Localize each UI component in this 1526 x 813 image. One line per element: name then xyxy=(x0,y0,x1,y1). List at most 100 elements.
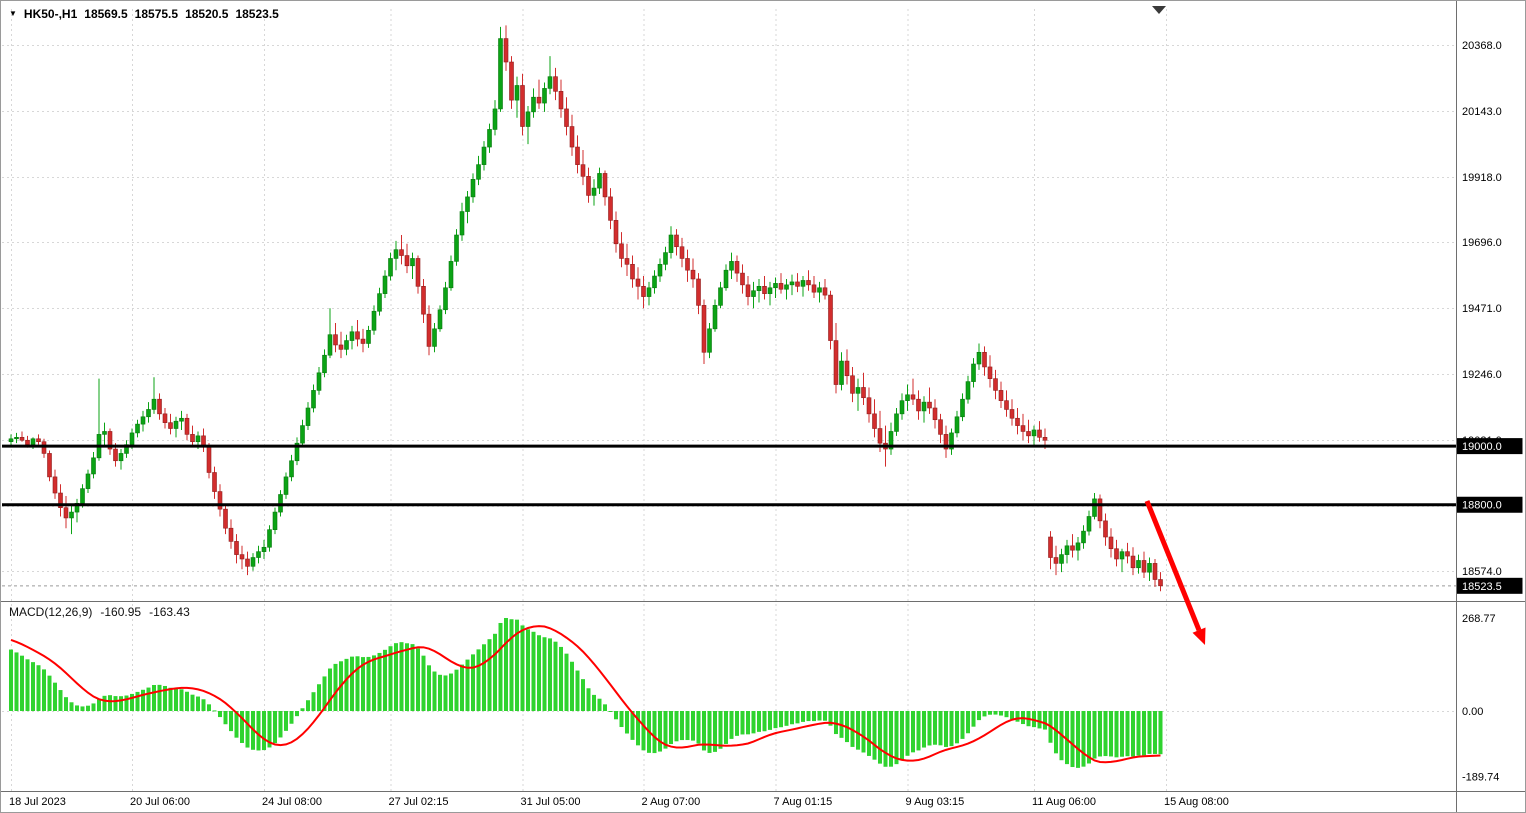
time-axis[interactable] xyxy=(1,792,1456,812)
bear-candle xyxy=(608,196,613,221)
macd-histogram-bar xyxy=(196,696,200,711)
bull-candle xyxy=(69,511,74,519)
macd-histogram-bar xyxy=(1131,711,1135,757)
macd-histogram-bar xyxy=(993,711,998,715)
bear-candle xyxy=(833,340,839,385)
macd-histogram-bar xyxy=(1076,711,1080,768)
time-axis-label: 2 Aug 07:00 xyxy=(642,796,701,808)
macd-histogram-bar xyxy=(80,706,85,711)
bull-candle xyxy=(723,269,729,289)
macd-histogram-bar xyxy=(355,656,360,711)
macd-histogram-bar xyxy=(1158,711,1163,755)
bear-candle xyxy=(701,305,707,353)
macd-histogram-bar xyxy=(911,711,915,753)
bear-candle xyxy=(217,491,223,510)
bull-candle xyxy=(140,416,146,425)
bull-candle xyxy=(547,76,553,89)
bull-candle xyxy=(1136,560,1141,569)
bull-candle xyxy=(250,557,256,567)
price-axis-label: 20368.0 xyxy=(1462,40,1502,52)
bear-candle xyxy=(239,554,245,560)
bull-candle xyxy=(789,281,795,286)
time-axis-label: 24 Jul 08:00 xyxy=(262,796,322,808)
macd-histogram-bar xyxy=(1109,711,1113,757)
bear-candle xyxy=(223,508,228,529)
macd-histogram-bar xyxy=(553,641,558,711)
macd-histogram-bar xyxy=(306,700,310,711)
macd-histogram-bar xyxy=(988,711,992,715)
macd-histogram-bar xyxy=(493,633,497,711)
macd-histogram-bar xyxy=(878,711,882,764)
macd-histogram-bar xyxy=(58,690,63,711)
macd-histogram-bar xyxy=(366,656,371,711)
time-axis-label: 20 Jul 06:00 xyxy=(130,796,190,808)
macd-histogram-bar xyxy=(823,711,827,721)
bear-candle xyxy=(1037,429,1042,438)
bear-candle xyxy=(404,255,410,267)
bull-candle xyxy=(1059,554,1064,564)
macd-histogram-bar xyxy=(658,711,662,752)
macd-histogram-bar xyxy=(746,711,750,735)
bull-candle xyxy=(135,423,140,434)
bear-candle xyxy=(1053,557,1059,564)
bear-candle xyxy=(993,378,998,391)
chart-shift-marker-icon[interactable] xyxy=(1152,6,1166,14)
macd-histogram-bar xyxy=(944,711,948,747)
macd-histogram-bar xyxy=(867,711,871,756)
macd-histogram-bar xyxy=(1081,711,1086,767)
bear-candle xyxy=(745,284,751,297)
bull-candle xyxy=(855,387,861,394)
bull-candle xyxy=(1081,530,1086,544)
bear-candle xyxy=(426,313,432,347)
bear-candle xyxy=(25,439,30,445)
bull-candle xyxy=(657,264,663,277)
macd-histogram-bar xyxy=(124,695,129,711)
bull-candle xyxy=(283,476,289,495)
bull-candle xyxy=(371,310,377,331)
bear-candle xyxy=(778,283,784,290)
macd-histogram-bar xyxy=(806,711,811,722)
bear-candle xyxy=(564,108,569,127)
macd-histogram-bar xyxy=(42,669,46,711)
macd-histogram-bar xyxy=(773,711,778,729)
bear-candle xyxy=(762,286,767,294)
macd-histogram-bar xyxy=(916,711,921,751)
trend-arrow-head[interactable] xyxy=(1192,627,1206,645)
macd-histogram-bar xyxy=(982,711,987,717)
macd-histogram-bar xyxy=(757,711,761,732)
macd-histogram-bar xyxy=(53,682,57,711)
macd-histogram-bar xyxy=(674,711,679,742)
bear-candle xyxy=(415,258,421,287)
macd-histogram-bar xyxy=(311,692,316,711)
bull-candle xyxy=(905,394,910,401)
bull-candle xyxy=(179,417,184,422)
macd-histogram-bar xyxy=(652,711,657,754)
macd-histogram-bar xyxy=(476,649,481,711)
macd-histogram-bar xyxy=(97,699,101,711)
macd-histogram-bar xyxy=(234,711,239,738)
macd-histogram-bar xyxy=(1004,711,1009,718)
price-axis[interactable] xyxy=(1455,1,1525,791)
bear-candle xyxy=(399,249,404,256)
time-axis-label: 31 Jul 05:00 xyxy=(521,796,581,808)
bear-candle xyxy=(916,398,921,412)
macd-histogram-bar xyxy=(185,691,189,711)
bear-candle xyxy=(1158,579,1163,587)
macd-histogram-bar xyxy=(581,679,585,711)
trend-arrow-annotation[interactable] xyxy=(1144,500,1202,632)
macd-histogram-bar xyxy=(146,687,151,711)
bull-candle xyxy=(465,196,470,212)
bull-candle xyxy=(448,261,454,289)
macd-histogram-bar xyxy=(999,711,1003,716)
macd-histogram-bar xyxy=(399,642,404,711)
bull-candle xyxy=(173,420,179,429)
symbol-period-label: HK50-,H1 xyxy=(23,7,78,21)
macd-histogram-bar xyxy=(25,659,30,711)
macd-histogram-bar xyxy=(894,711,899,765)
macd-histogram-bar xyxy=(372,655,376,711)
collapse-arrow-icon[interactable]: ▼ xyxy=(9,9,17,18)
macd-histogram-bar xyxy=(465,659,470,711)
bear-candle xyxy=(47,453,52,478)
bear-candle xyxy=(509,61,514,101)
